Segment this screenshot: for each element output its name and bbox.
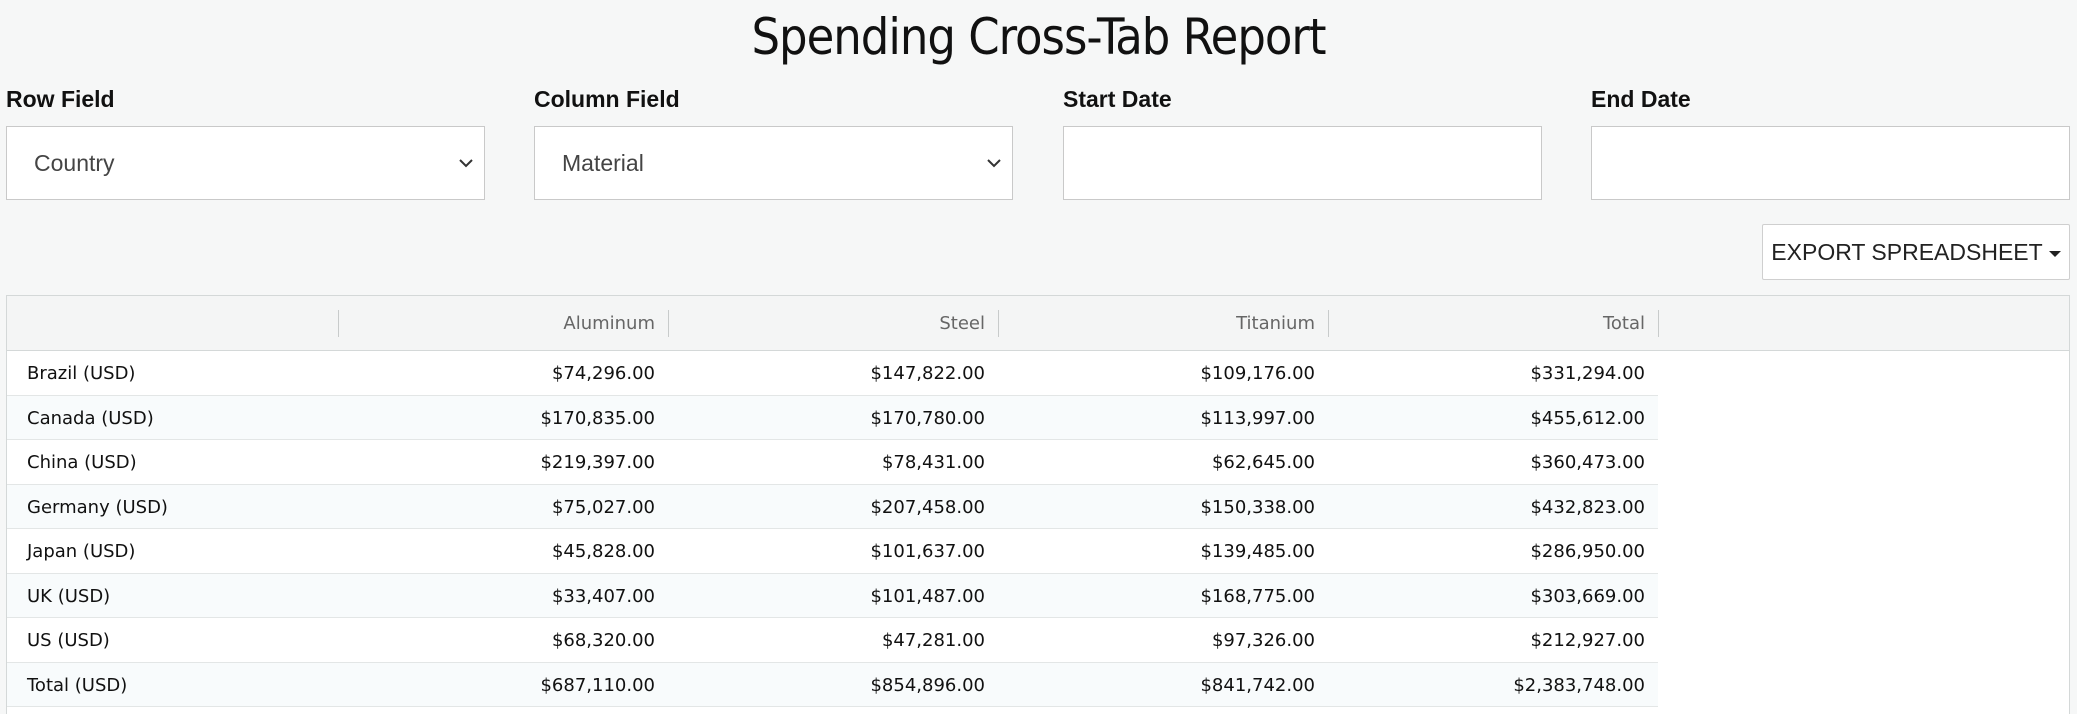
cell-titanium: $168,775.00 [1200, 585, 1315, 607]
row-field-group: Row Field Country [6, 86, 485, 200]
grid-header-row: Aluminum Steel Titanium Total [7, 296, 2069, 351]
page-title: Spending Cross-Tab Report [751, 8, 1326, 66]
chevron-down-icon [456, 127, 476, 199]
column-field-value: Material [562, 150, 644, 176]
cell-aluminum: $74,296.00 [551, 363, 655, 384]
cell-titanium: $109,176.00 [1200, 363, 1315, 384]
cell-titanium: $139,485.00 [1200, 541, 1315, 562]
row-label: Japan (USD) [27, 541, 136, 562]
row-field-value: Country [34, 150, 115, 176]
row-label: Total (USD) [27, 674, 128, 696]
cell-aluminum: $219,397.00 [540, 452, 655, 473]
cell-aluminum: $33,407.00 [551, 585, 655, 607]
chevron-down-icon [984, 127, 1004, 199]
row-field-label: Row Field [6, 86, 115, 112]
cell-steel: $207,458.00 [870, 496, 985, 518]
cell-titanium: $62,645.00 [1211, 452, 1315, 473]
end-date-label: End Date [1591, 86, 1691, 112]
cell-titanium: $97,326.00 [1211, 630, 1315, 651]
cell-aluminum: $687,110.00 [540, 674, 655, 696]
start-date-input[interactable] [1063, 126, 1542, 200]
column-field-group: Column Field Material [534, 86, 1013, 200]
cell-total: $455,612.00 [1530, 407, 1645, 429]
caret-down-icon [2048, 250, 2061, 257]
crosstab-grid: Aluminum Steel Titanium Total Brazil (US… [6, 295, 2070, 714]
cell-total: $303,669.00 [1530, 585, 1645, 607]
row-label: US (USD) [27, 630, 110, 651]
row-label: Brazil (USD) [27, 363, 136, 384]
column-separator[interactable] [1328, 310, 1329, 337]
cell-aluminum: $75,027.00 [551, 496, 655, 518]
cell-steel: $147,822.00 [870, 363, 985, 384]
cell-titanium: $150,338.00 [1200, 496, 1315, 518]
table-row-total[interactable]: Total (USD) $687,110.00 $854,896.00 $841… [7, 662, 1658, 707]
column-header-aluminum[interactable]: Aluminum [563, 313, 655, 334]
cell-steel: $101,637.00 [870, 541, 985, 562]
cell-steel: $854,896.00 [870, 674, 985, 696]
table-row[interactable]: Japan (USD) $45,828.00 $101,637.00 $139,… [7, 529, 1658, 574]
column-separator[interactable] [1658, 310, 1659, 337]
column-separator[interactable] [668, 310, 669, 337]
end-date-input[interactable] [1591, 126, 2070, 200]
cell-total: $331,294.00 [1530, 363, 1645, 384]
cell-aluminum: $45,828.00 [551, 541, 655, 562]
column-field-label: Column Field [534, 86, 680, 112]
cell-steel: $47,281.00 [881, 630, 985, 651]
column-field-select[interactable]: Material [534, 126, 1013, 200]
start-date-group: Start Date [1063, 86, 1542, 200]
row-label: Germany (USD) [27, 496, 168, 518]
cell-aluminum: $170,835.00 [540, 407, 655, 429]
cell-total: $212,927.00 [1530, 630, 1645, 651]
cell-total: $2,383,748.00 [1513, 674, 1645, 696]
start-date-label: Start Date [1063, 86, 1172, 112]
cell-titanium: $841,742.00 [1200, 674, 1315, 696]
export-spreadsheet-button[interactable]: EXPORT SPREADSHEET [1762, 224, 2070, 280]
table-row[interactable]: UK (USD) $33,407.00 $101,487.00 $168,775… [7, 573, 1658, 618]
table-row[interactable]: US (USD) $68,320.00 $47,281.00 $97,326.0… [7, 618, 1658, 663]
column-header-total[interactable]: Total [1602, 313, 1645, 334]
cell-total: $432,823.00 [1530, 496, 1645, 518]
table-row[interactable]: Canada (USD) $170,835.00 $170,780.00 $11… [7, 395, 1658, 440]
cell-titanium: $113,997.00 [1200, 407, 1315, 429]
row-field-select[interactable]: Country [6, 126, 485, 200]
table-row[interactable]: Brazil (USD) $74,296.00 $147,822.00 $109… [7, 351, 1658, 396]
column-separator[interactable] [998, 310, 999, 337]
table-row[interactable]: Germany (USD) $75,027.00 $207,458.00 $15… [7, 484, 1658, 529]
end-date-group: End Date [1591, 86, 2070, 200]
cell-steel: $78,431.00 [881, 452, 985, 473]
export-button-label: EXPORT SPREADSHEET [1771, 239, 2043, 265]
cell-total: $286,950.00 [1530, 541, 1645, 562]
cell-aluminum: $68,320.00 [551, 630, 655, 651]
row-label: UK (USD) [27, 585, 111, 607]
table-row[interactable]: China (USD) $219,397.00 $78,431.00 $62,6… [7, 440, 1658, 485]
row-label: Canada (USD) [27, 407, 154, 429]
column-header-steel[interactable]: Steel [939, 313, 985, 334]
column-separator[interactable] [338, 310, 339, 337]
row-label: China (USD) [27, 452, 137, 473]
cell-total: $360,473.00 [1530, 452, 1645, 473]
column-header-titanium[interactable]: Titanium [1236, 313, 1315, 334]
cell-steel: $170,780.00 [870, 407, 985, 429]
cell-steel: $101,487.00 [870, 585, 985, 607]
